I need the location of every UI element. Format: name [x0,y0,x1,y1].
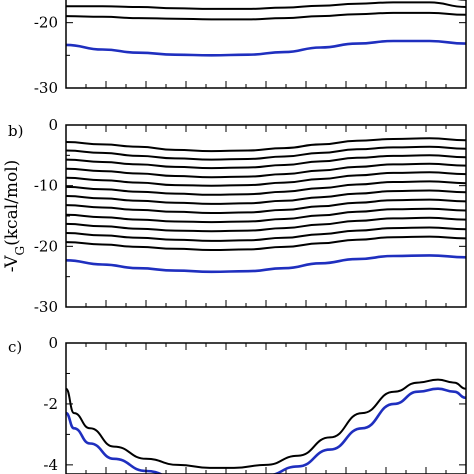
panel-c: -4 -2 0 [43,334,467,474]
series-line [66,1,466,10]
plot-frame [65,124,467,308]
panel-label-b: b) [8,122,23,140]
series-line [66,378,466,469]
y-axis-label-sub: G [13,246,27,256]
series-line [66,11,466,21]
y-tick-label: -30 [34,298,58,316]
y-tick-label: -4 [43,456,58,474]
series-line [66,189,466,205]
y-axis-label: -VG(kcal/mol) [2,160,27,273]
series-line [66,162,466,179]
y-axis-label-main: -V [2,255,22,273]
series-line [66,137,466,153]
series-line [66,39,466,57]
panel-label-c: c) [8,338,22,356]
y-tick-label: -20 [34,237,58,255]
y-tick-label: -30 [34,79,58,97]
series-line [66,235,466,251]
y-tick-label: -20 [34,14,58,32]
panel-b: -30 -20 -10 0 [34,116,467,316]
series-line [66,216,466,233]
series-line [66,207,466,224]
panel-a: -30 -20 [34,0,467,97]
series-line [66,254,466,274]
series-line [66,154,466,170]
series-line [66,145,466,161]
series-line [66,198,466,214]
plot-frame [65,342,467,474]
y-tick-label: 0 [48,334,58,352]
y-tick-label: 0 [48,116,58,134]
y-tick-label: -10 [34,177,58,195]
y-tick-label: -2 [43,395,58,413]
series-line [66,171,466,187]
y-axis-label-unit: (kcal/mol) [2,160,22,246]
series-line [66,180,466,196]
series-line [66,226,466,242]
series-line [66,387,466,474]
